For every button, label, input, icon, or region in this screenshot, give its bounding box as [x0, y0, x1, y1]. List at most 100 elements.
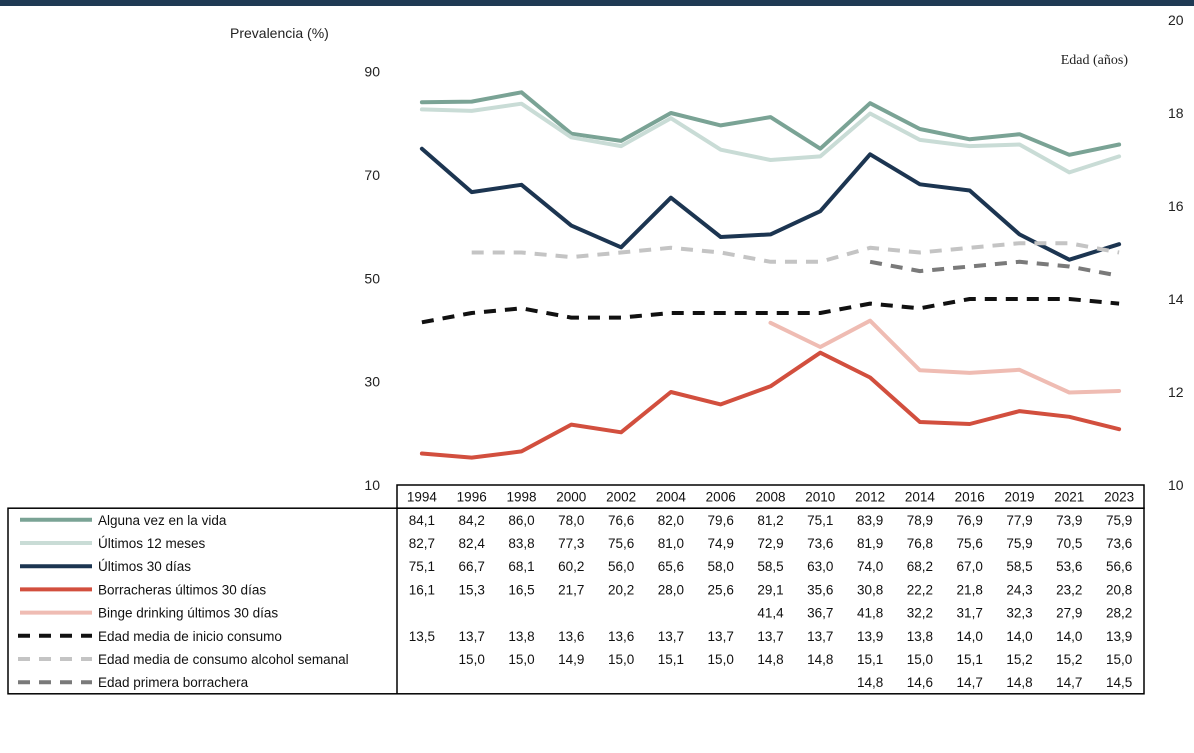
table-cell-value: 32,3	[1006, 606, 1032, 621]
table-cell-value: 23,2	[1056, 582, 1082, 597]
series-line-2	[419, 101, 1122, 175]
table-cell-value: 13,7	[708, 629, 734, 644]
year-label: 2014	[905, 490, 936, 505]
table-cell-value: 15,1	[957, 652, 983, 667]
table-cell-value: 15,0	[907, 652, 933, 667]
table-cell-value: 15,3	[459, 582, 485, 597]
series-line-1	[419, 90, 1122, 157]
left-axis-ticks: 10 30 50 70 90	[364, 64, 380, 493]
table-cell-value: 35,6	[807, 582, 833, 597]
table-cell-value: 21,7	[558, 582, 584, 597]
table-cell-value: 15,2	[1006, 652, 1032, 667]
table-cell-value: 14,6	[907, 675, 933, 690]
table-cell-value: 73,9	[1056, 513, 1082, 528]
table-cell-value: 68,1	[508, 559, 534, 574]
left-tick-label: 70	[364, 167, 380, 183]
year-label: 2002	[606, 490, 636, 505]
table-cell-value: 78,0	[558, 513, 584, 528]
table-cell-value: 36,7	[807, 606, 833, 621]
data-table: 1994 1996 1998 2000 2002 2004 2006 2008 2010 2012…	[7, 484, 1145, 695]
table-cell-value: 70,5	[1056, 536, 1082, 551]
table-cell-value: 56,6	[1106, 559, 1132, 574]
table-cell-value: 67,0	[957, 559, 983, 574]
table-cell-value: 86,0	[508, 513, 534, 528]
year-label: 2023	[1104, 490, 1134, 505]
table-cell-value: 27,9	[1056, 606, 1082, 621]
table-cell-value: 75,6	[957, 536, 983, 551]
table-cell-value: 75,9	[1106, 513, 1132, 528]
top-banner-strip	[0, 0, 1194, 6]
table-cell-value: 60,2	[558, 559, 584, 574]
table-cell-value: 14,8	[807, 652, 833, 667]
legend-label: Edad media de inicio consumo	[98, 629, 282, 644]
right-tick-label: 20	[1168, 12, 1184, 28]
table-cell-value: 13,7	[658, 629, 684, 644]
table-cell-value: 15,2	[1056, 652, 1082, 667]
table-cell-value: 58,0	[708, 559, 734, 574]
table-cell-value: 83,8	[508, 536, 534, 551]
table-cell-value: 81,0	[658, 536, 684, 551]
right-tick-label: 18	[1168, 105, 1184, 121]
table-cell-value: 24,3	[1006, 582, 1032, 597]
table-cell-value: 78,9	[907, 513, 933, 528]
legend-label: Últimos 30 días	[98, 559, 191, 574]
table-cell-value: 76,8	[907, 536, 933, 551]
year-label: 2008	[755, 490, 785, 505]
left-tick-label: 50	[364, 270, 380, 286]
legend-label: Edad primera borrachera	[98, 675, 249, 690]
table-cell-value: 73,6	[1106, 536, 1132, 551]
table-cell-value: 13,7	[807, 629, 833, 644]
year-label: 1994	[407, 490, 438, 505]
table-cell-value: 14,5	[1106, 675, 1132, 690]
table-cell-value: 28,0	[658, 582, 684, 597]
table-cell-value: 56,0	[608, 559, 634, 574]
table-cell-value: 14,0	[1056, 629, 1082, 644]
table-cell-value: 16,5	[508, 582, 534, 597]
table-cell-value: 13,6	[608, 629, 634, 644]
table-cell-value: 82,4	[459, 536, 486, 551]
series-line-3	[419, 146, 1122, 262]
table-cell-value: 72,9	[757, 536, 783, 551]
left-axis-title: Prevalencia (%)	[230, 25, 329, 41]
table-cell-value: 75,1	[807, 513, 833, 528]
legend-label: Últimos 12 meses	[98, 536, 206, 551]
table-cell-value: 75,9	[1006, 536, 1032, 551]
table-cell-value: 74,9	[708, 536, 734, 551]
table-cell-value: 25,6	[708, 582, 734, 597]
table-cell-value: 14,8	[757, 652, 783, 667]
table-cell-value: 15,0	[508, 652, 534, 667]
table-cell-value: 30,8	[857, 582, 883, 597]
year-label: 1998	[506, 490, 536, 505]
right-tick-label: 12	[1168, 384, 1184, 400]
table-cell-value: 13,5	[409, 629, 435, 644]
table-cell-value: 58,5	[757, 559, 783, 574]
table-cell-value: 41,8	[857, 606, 883, 621]
year-label: 2021	[1054, 490, 1084, 505]
legend-label: Edad media de consumo alcohol semanal	[98, 652, 349, 667]
table-cell-value: 58,5	[1006, 559, 1032, 574]
table-cell-value: 29,1	[757, 582, 783, 597]
table-cell-value: 82,0	[658, 513, 684, 528]
right-tick-label: 10	[1168, 477, 1184, 493]
table-cell-value: 31,7	[957, 606, 983, 621]
table-cell-value: 14,7	[1056, 675, 1082, 690]
table-cell-value: 14,8	[857, 675, 883, 690]
table-cell-value: 83,9	[857, 513, 883, 528]
table-cell-value: 14,8	[1006, 675, 1032, 690]
series-lines	[419, 90, 1122, 460]
table-cell-value: 79,6	[708, 513, 734, 528]
legend-label: Borracheras últimos 30 días	[98, 582, 266, 597]
table-cell-value: 63,0	[807, 559, 833, 574]
table-cell-value: 77,9	[1006, 513, 1032, 528]
right-axis-ticks: 10 12 14 16 18 20	[1168, 12, 1184, 493]
table-cell-value: 13,9	[857, 629, 883, 644]
table-cell-value: 68,2	[907, 559, 933, 574]
left-tick-label: 10	[364, 477, 380, 493]
year-label: 2004	[656, 490, 687, 505]
table-cell-value: 53,6	[1056, 559, 1082, 574]
year-label: 2010	[805, 490, 835, 505]
table-cell-value: 84,1	[409, 513, 435, 528]
table-cell-value: 65,6	[658, 559, 684, 574]
table-cell-value: 28,2	[1106, 606, 1132, 621]
